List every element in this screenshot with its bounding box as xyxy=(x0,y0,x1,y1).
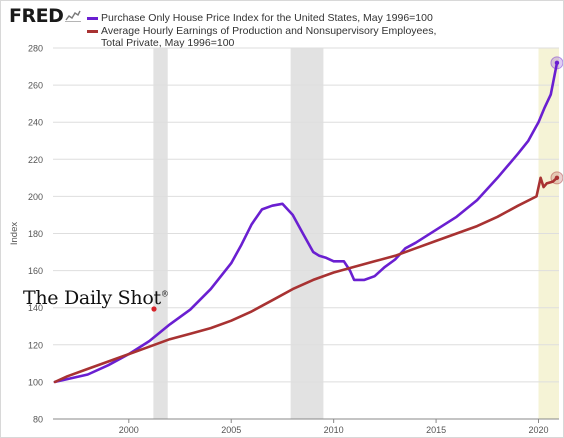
y-tick-label-200: 200 xyxy=(28,192,43,202)
legend-item-hourly-earnings[interactable]: Average Hourly Earnings of Production an… xyxy=(87,25,451,50)
x-tick-label-2010: 2010 xyxy=(324,425,344,435)
y-tick-label-280: 280 xyxy=(28,44,43,54)
daily-shot-watermark: The Daily Shot® xyxy=(23,287,169,309)
y-tick-label-160: 160 xyxy=(28,266,43,276)
watermark-text: The Daily Shot xyxy=(23,287,161,309)
x-tick-label-2020: 2020 xyxy=(528,425,548,435)
legend-swatch-hourly-earnings xyxy=(87,29,98,33)
y-tick-label-240: 240 xyxy=(28,118,43,128)
y-tick-label-120: 120 xyxy=(28,340,43,350)
series-line-house-price xyxy=(53,61,559,384)
watermark-red-dot-icon xyxy=(151,306,157,312)
x-tick-label-2005: 2005 xyxy=(221,425,241,435)
series-line-hourly-earnings xyxy=(53,176,559,384)
y-tick-label-260: 260 xyxy=(28,81,43,91)
y-tick-label-100: 100 xyxy=(28,377,43,387)
watermark-registered-mark: ® xyxy=(160,289,169,299)
fred-line-chart-icon xyxy=(65,9,81,22)
y-tick-label-220: 220 xyxy=(28,155,43,165)
y-tick-label-140: 140 xyxy=(28,303,43,313)
legend-label-hourly-earnings: Average Hourly Earnings of Production an… xyxy=(101,24,437,50)
legend-label-house-price: Purchase Only House Price Index for the … xyxy=(101,12,433,24)
endpoint-dot-hourly-earnings xyxy=(554,175,560,181)
y-tick-label-180: 180 xyxy=(28,229,43,239)
fred-logo: FRED xyxy=(9,5,64,27)
y-axis-label: Index xyxy=(9,222,20,245)
legend-swatch-house-price xyxy=(87,17,98,20)
y-tick-label-80: 80 xyxy=(33,415,43,425)
x-tick-label-2015: 2015 xyxy=(426,425,446,435)
chart-legend: Purchase Only House Price Index for the … xyxy=(87,12,451,50)
legend-item-house-price[interactable]: Purchase Only House Price Index for the … xyxy=(87,12,451,25)
endpoint-dot-house-price xyxy=(554,60,560,66)
x-tick-label-2000: 2000 xyxy=(119,425,139,435)
